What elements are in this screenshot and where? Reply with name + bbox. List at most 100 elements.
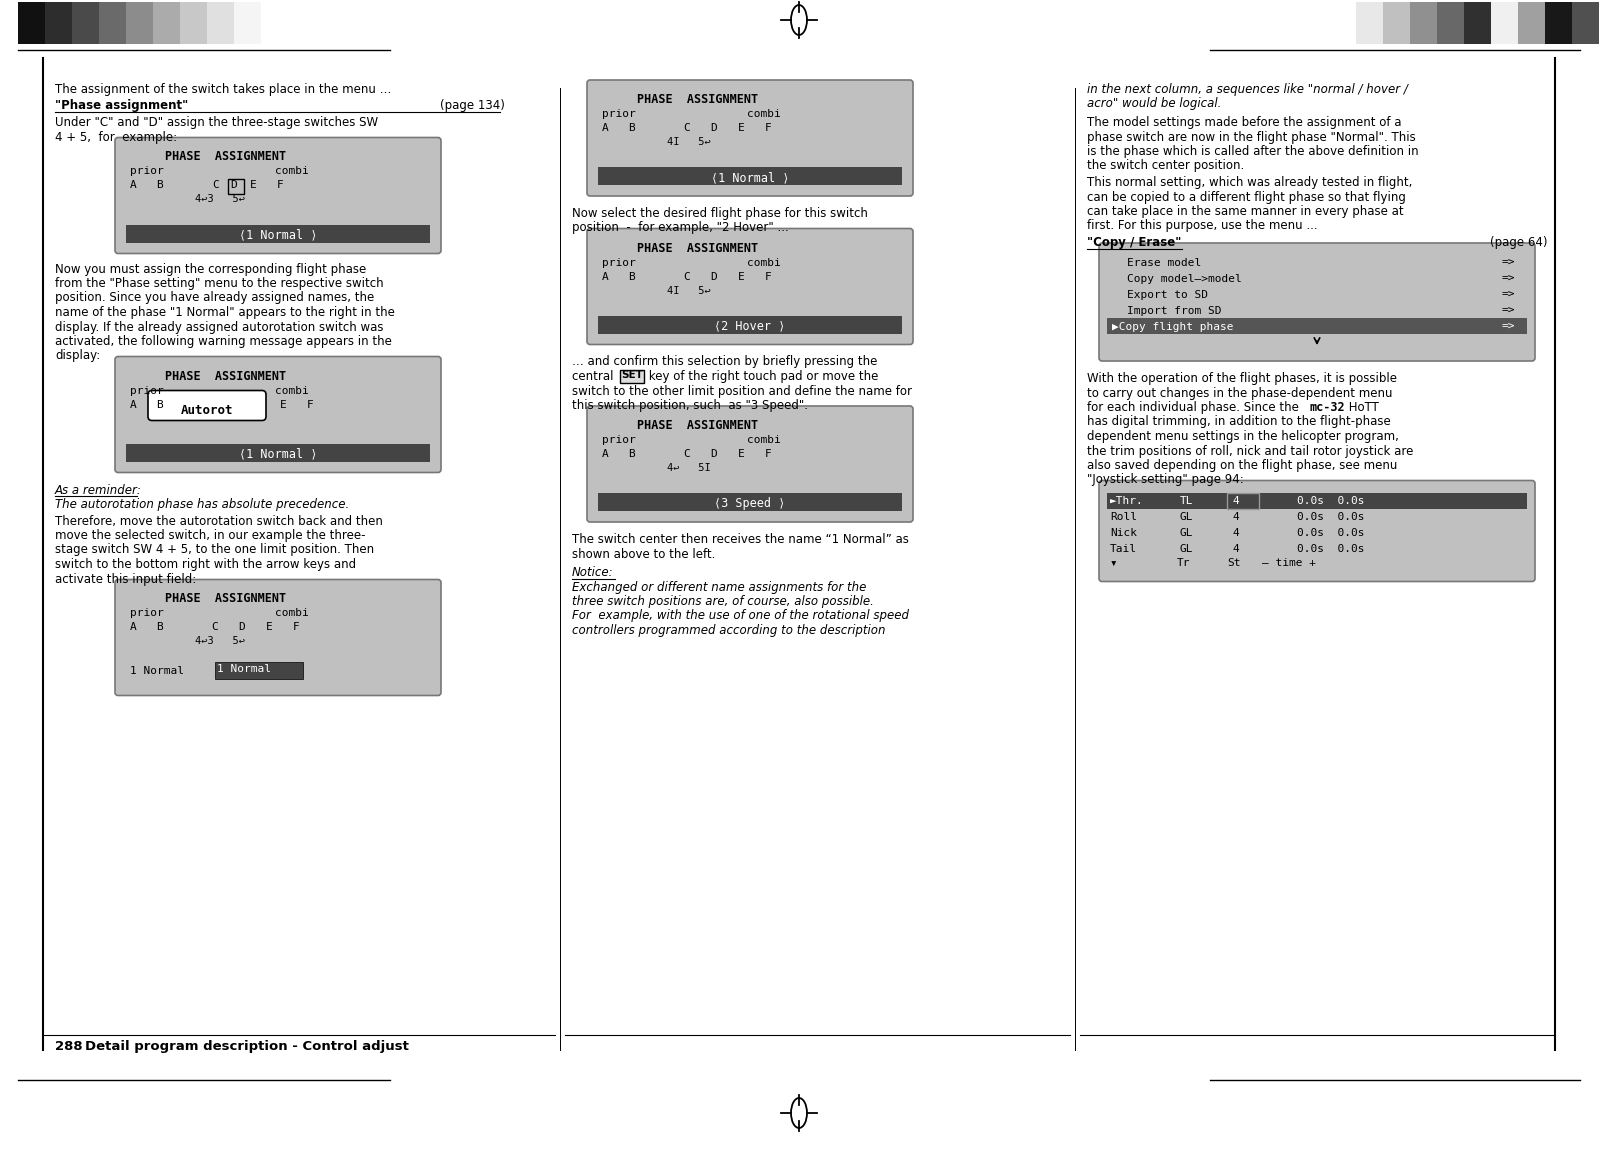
Text: PHASE  ASSIGNMENT: PHASE ASSIGNMENT [636,419,758,432]
FancyBboxPatch shape [115,138,441,253]
FancyBboxPatch shape [587,406,913,522]
Bar [598,315,902,334]
Text: ⟨1 Normal ⟩: ⟨1 Normal ⟩ [238,447,317,460]
Text: first. For this purpose, use the menu ...: first. For this purpose, use the menu ..… [1087,220,1318,232]
Text: controllers programmed according to the description: controllers programmed according to the … [572,624,886,637]
Text: the switch center position.: the switch center position. [1087,160,1244,173]
Text: Nick: Nick [1110,528,1137,537]
Text: C: C [213,181,219,190]
Bar [126,444,430,461]
Text: from the "Phase setting" menu to the respective switch: from the "Phase setting" menu to the res… [54,277,384,290]
Text: 0.0s  0.0s: 0.0s 0.0s [1297,543,1364,554]
Bar [1107,318,1527,334]
Text: GL: GL [1180,528,1193,537]
Text: D: D [230,181,237,190]
Text: name of the phase "1 Normal" appears to the right in the: name of the phase "1 Normal" appears to … [54,306,395,319]
Text: HoTT: HoTT [1345,401,1378,413]
Text: PHASE  ASSIGNMENT: PHASE ASSIGNMENT [165,369,286,382]
Text: 0.0s  0.0s: 0.0s 0.0s [1297,528,1364,537]
Text: 4I   5↩: 4I 5↩ [667,285,710,296]
Text: Now select the desired flight phase for this switch: Now select the desired flight phase for … [572,207,868,220]
Bar [45,2,72,44]
Bar [598,167,902,185]
Text: =>: => [1501,322,1516,332]
FancyBboxPatch shape [587,79,913,196]
Text: St: St [1226,557,1241,568]
Text: stage switch SW 4 + 5, to the one limit position. Then: stage switch SW 4 + 5, to the one limit … [54,543,374,556]
Text: C   D   E   F: C D E F [684,123,772,133]
Bar [126,2,154,44]
Text: position. Since you have already assigned names, the: position. Since you have already assigne… [54,292,374,305]
Text: 0.0s  0.0s: 0.0s 0.0s [1297,495,1364,506]
Bar [1107,493,1527,508]
Text: 4: 4 [1231,512,1239,521]
Text: 4↩   5I: 4↩ 5I [667,463,710,473]
Text: With the operation of the flight phases, it is possible: With the operation of the flight phases,… [1087,371,1398,385]
Text: switch to the bottom right with the arrow keys and: switch to the bottom right with the arro… [54,558,357,571]
Bar [1517,2,1545,44]
Text: mc-32: mc-32 [1310,401,1345,413]
Text: dependent menu settings in the helicopter program,: dependent menu settings in the helicopte… [1087,430,1399,443]
Text: prior: prior [601,109,636,119]
Bar [229,179,245,194]
Text: prior: prior [601,434,636,445]
Text: =>: => [1501,258,1516,267]
Text: acro" would be logical.: acro" would be logical. [1087,97,1222,111]
Text: also saved depending on the flight phase, see menu: also saved depending on the flight phase… [1087,459,1398,472]
Text: activated, the following warning message appears in the: activated, the following warning message… [54,335,392,348]
Text: combi: combi [275,609,309,619]
Text: prior: prior [601,257,636,267]
Text: … and confirm this selection by briefly pressing the: … and confirm this selection by briefly … [572,355,878,368]
Text: ⟨3 Speed ⟩: ⟨3 Speed ⟩ [715,498,785,510]
Text: 4 + 5,  for  example:: 4 + 5, for example: [54,131,177,144]
Text: 1 Normal: 1 Normal [217,665,270,674]
Text: ⟨2 Hover ⟩: ⟨2 Hover ⟩ [715,320,785,333]
Text: SET: SET [620,370,643,380]
Text: three switch positions are, of course, also possible.: three switch positions are, of course, a… [572,595,875,609]
Bar [18,2,45,44]
Text: combi: combi [747,434,780,445]
Text: C   D   E   F: C D E F [684,449,772,459]
Text: A   B: A B [601,271,636,281]
Text: Detail program description - Control adjust: Detail program description - Control adj… [85,1040,409,1054]
Text: PHASE  ASSIGNMENT: PHASE ASSIGNMENT [636,242,758,255]
Text: Roll: Roll [1110,512,1137,521]
Text: 4: 4 [1231,495,1239,506]
FancyBboxPatch shape [1099,243,1535,361]
Text: shown above to the left.: shown above to the left. [572,548,715,561]
Text: A   B: A B [601,449,636,459]
Text: display. If the already assigned autorotation switch was: display. If the already assigned autorot… [54,320,384,334]
Text: C   D   E   F: C D E F [684,271,772,281]
Text: =>: => [1501,306,1516,317]
Text: As a reminder:: As a reminder: [54,484,142,496]
Text: The autorotation phase has absolute precedence.: The autorotation phase has absolute prec… [54,498,349,512]
Text: E   F: E F [280,399,313,410]
Text: The switch center then receives the name “1 Normal” as: The switch center then receives the name… [572,533,908,545]
Text: can be copied to a different flight phase so that flying: can be copied to a different flight phas… [1087,190,1406,203]
Text: 4: 4 [1231,528,1239,537]
Text: can take place in the same manner in every phase at: can take place in the same manner in eve… [1087,206,1404,218]
Bar [233,2,261,44]
Text: 1 Normal: 1 Normal [130,666,184,675]
FancyBboxPatch shape [115,579,441,695]
Text: move the selected switch, in our example the three-: move the selected switch, in our example… [54,529,366,542]
Text: PHASE  ASSIGNMENT: PHASE ASSIGNMENT [165,592,286,605]
Text: A   B: A B [130,399,163,410]
Text: display:: display: [54,349,101,362]
Text: "Phase assignment": "Phase assignment" [54,99,189,112]
Bar [1383,2,1410,44]
Text: this switch position, such  as "3 Speed".: this switch position, such as "3 Speed". [572,399,807,412]
Text: =>: => [1501,274,1516,284]
Text: Autorot: Autorot [181,403,233,417]
Text: For  example, with the use of one of the rotational speed: For example, with the use of one of the … [572,610,908,623]
Text: phase switch are now in the flight phase "Normal". This: phase switch are now in the flight phase… [1087,131,1415,144]
Text: PHASE  ASSIGNMENT: PHASE ASSIGNMENT [636,93,758,106]
Bar [154,2,181,44]
Text: "Copy / Erase": "Copy / Erase" [1087,236,1182,249]
Text: "Joystick setting" page 94:: "Joystick setting" page 94: [1087,473,1244,487]
FancyBboxPatch shape [149,390,265,420]
Text: combi: combi [275,385,309,396]
Bar [206,2,233,44]
Text: in the next column, a sequences like "normal / hover /: in the next column, a sequences like "no… [1087,83,1407,96]
Text: the trim positions of roll, nick and tail rotor joystick are: the trim positions of roll, nick and tai… [1087,445,1414,458]
